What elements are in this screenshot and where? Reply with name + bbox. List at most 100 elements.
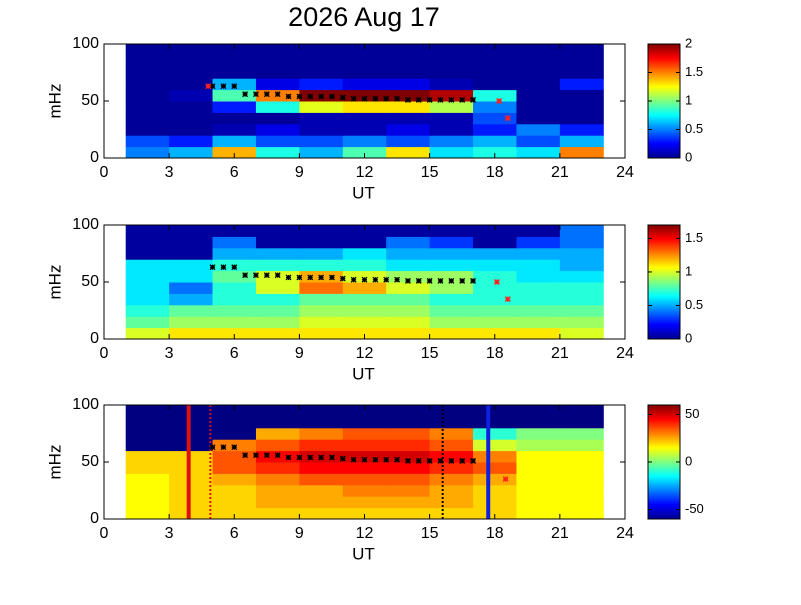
heatmap-cell: [212, 473, 257, 486]
heatmap-cell: [255, 247, 300, 260]
x-tick-label: 15: [421, 164, 439, 181]
heatmap-cell: [169, 316, 214, 329]
heatmap-cell: [299, 304, 344, 317]
heatmap-cell: [516, 259, 561, 272]
asterisk-point: [318, 274, 325, 281]
heatmap-cell: [342, 462, 387, 474]
heatmap-cell: [429, 225, 474, 237]
heatmap-cell: [299, 55, 344, 68]
heatmap-cell: [212, 101, 257, 113]
y-tick-label: 50: [81, 453, 99, 470]
asterisk-point: [307, 454, 314, 461]
heatmap-cell: [342, 270, 387, 283]
heatmap-cell: [299, 236, 344, 249]
heatmap-cell: [559, 112, 604, 125]
heatmap-cell: [169, 66, 214, 79]
heatmap-cell: [169, 484, 214, 497]
heatmap-cell: [125, 304, 170, 317]
heatmap-cell: [473, 462, 517, 474]
heatmap-cell: [212, 427, 257, 440]
heatmap-cell: [342, 236, 387, 249]
heatmap-cell: [299, 427, 344, 440]
asterisk-point: [426, 277, 433, 284]
heatmap-cell: [125, 507, 170, 520]
x-tick-label: 12: [356, 345, 374, 362]
heatmap-cell: [169, 462, 214, 474]
heatmap-cell: [342, 507, 387, 520]
heatmap-cell: [169, 405, 214, 417]
heatmap-cell: [169, 44, 214, 56]
heatmap-cell: [255, 55, 300, 68]
asterisk-point: [274, 91, 281, 98]
heatmap-cell: [386, 282, 431, 294]
heatmap-cell: [559, 236, 604, 249]
heatmap-cell: [299, 44, 344, 56]
heatmap-cell: [386, 462, 431, 474]
heatmap-cell: [169, 146, 214, 159]
x-tick-label: 15: [421, 525, 439, 542]
heatmap-cell: [559, 259, 604, 272]
asterisk-point: [493, 279, 500, 285]
heatmap-cell: [386, 66, 431, 79]
heatmap-cell: [342, 316, 387, 329]
asterisk-point: [426, 96, 433, 103]
heatmap-cell: [516, 247, 561, 260]
heatmap-cell: [299, 259, 344, 272]
heatmap-cell: [342, 496, 387, 509]
heatmap-cell: [473, 496, 517, 509]
heatmap-cell: [342, 135, 387, 148]
heatmap-cell: [429, 78, 474, 91]
heatmap-cell: [255, 66, 300, 79]
heatmap-cell: [125, 450, 170, 463]
x-tick-label: 24: [616, 164, 634, 181]
asterisk-point: [307, 93, 314, 100]
heatmap-cell: [125, 236, 170, 249]
colorbar: [647, 404, 681, 520]
heatmap-cell: [386, 236, 431, 249]
colorbar-tick-label: 0: [685, 149, 692, 164]
heatmap-cell: [559, 270, 604, 283]
heatmap-cell: [429, 496, 474, 509]
heatmap-cell: [299, 282, 344, 294]
asterisk-point: [274, 452, 281, 459]
heatmap-cell: [255, 236, 300, 249]
heatmap-cell: [342, 55, 387, 68]
heatmap-cell: [212, 507, 257, 520]
asterisk-point: [209, 444, 216, 451]
heatmap-cell: [125, 416, 170, 429]
heatmap-cell: [429, 416, 474, 429]
y-axis-label: mHz: [45, 84, 64, 119]
asterisk-point: [415, 96, 422, 103]
heatmap-cell: [299, 507, 344, 520]
asterisk-point: [383, 95, 390, 102]
x-tick-label: 6: [230, 345, 239, 362]
heatmap-cell: [516, 89, 561, 102]
heatmap-cell: [473, 304, 517, 317]
heatmap-cell: [473, 101, 517, 113]
heatmap-cell: [169, 439, 214, 452]
asterisk-point: [263, 452, 270, 459]
heatmap-cell: [212, 282, 257, 294]
heatmap-cell: [342, 450, 387, 463]
asterisk-point: [339, 455, 346, 462]
heatmap-cell: [255, 496, 300, 509]
asterisk-point: [448, 277, 455, 284]
heatmap-cell: [255, 135, 300, 148]
heatmap-cell: [516, 44, 561, 56]
x-tick-label: 9: [295, 525, 304, 542]
heatmap-cell: [473, 293, 517, 306]
x-tick-label: 12: [356, 164, 374, 181]
y-axis-label: mHz: [45, 265, 64, 300]
heatmap-cell: [342, 225, 387, 237]
heatmap-cell: [125, 101, 170, 113]
heatmap-cell: [342, 146, 387, 159]
heatmap-cell: [125, 462, 170, 474]
heatmap-cell: [386, 270, 431, 283]
asterisk-point: [470, 96, 477, 103]
heatmap-cell: [559, 225, 604, 237]
heatmap-cell: [255, 225, 300, 237]
heatmap-cell: [473, 282, 517, 294]
asterisk-point: [437, 96, 444, 103]
heatmap-cell: [255, 439, 300, 452]
heatmap-cell: [429, 282, 474, 294]
